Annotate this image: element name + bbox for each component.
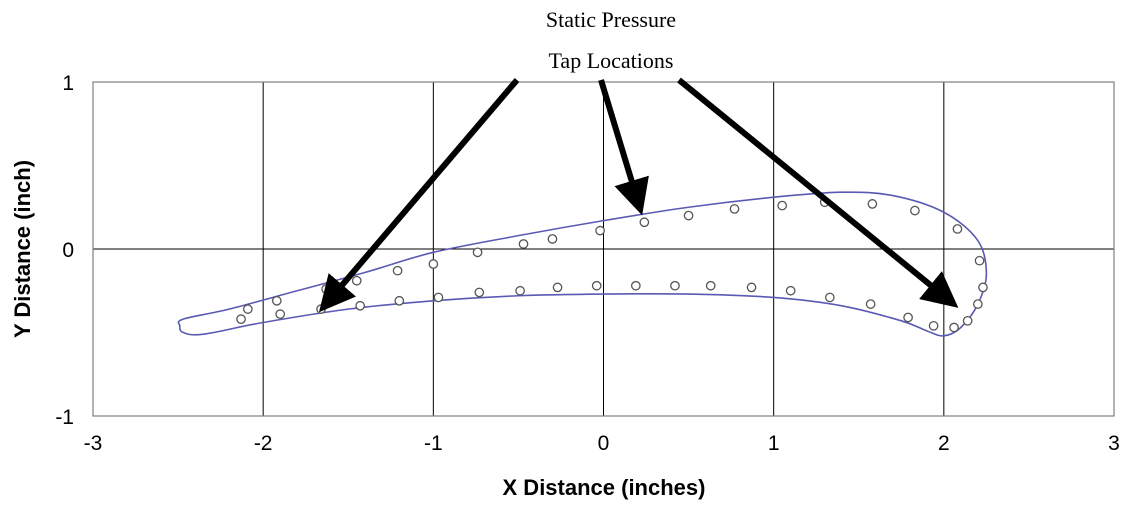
annotation-arrows — [318, 77, 959, 313]
pressure-tap-point — [630, 280, 641, 291]
x-tick-label: -1 — [424, 432, 443, 455]
pressure-tap-point — [321, 284, 331, 294]
pressure-tap-point — [547, 234, 558, 244]
annotation-arrow — [318, 78, 520, 313]
x-tick-label: -3 — [84, 432, 103, 455]
pressure-tap-point — [433, 292, 444, 303]
y-tick-label: 1 — [62, 72, 74, 95]
annotation-arrow — [677, 77, 959, 308]
pressure-tap-point — [518, 239, 529, 249]
taps-layer — [236, 197, 988, 333]
pressure-tap-point — [236, 314, 246, 324]
y-axis-title: Y Distance (inch) — [10, 160, 35, 338]
x-tick-label: 0 — [598, 432, 610, 455]
pressure-tap-point — [705, 280, 716, 291]
pressure-tap-point — [275, 309, 286, 319]
pressure-tap-point — [824, 292, 835, 303]
pressure-tap-point — [552, 282, 563, 293]
tick-labels: -3 -2 -1 0 1 2 3 1 0 -1 — [55, 72, 1120, 455]
grid — [93, 82, 1114, 416]
pressure-tap-point — [595, 225, 605, 236]
pressure-tap-point — [978, 282, 988, 293]
pressure-tap-point — [777, 200, 788, 211]
pressure-tap-point — [949, 322, 959, 333]
pressure-tap-point — [865, 299, 876, 309]
y-tick-label: 0 — [62, 239, 74, 262]
pressure-tap-point — [670, 280, 680, 291]
annotation: Static Pressure Tap Locations — [318, 7, 959, 313]
pressure-tap-point — [591, 280, 602, 291]
pressure-tap-point — [271, 295, 282, 306]
pressure-tap-point — [973, 299, 983, 309]
x-tick-label: -2 — [254, 432, 273, 455]
x-tick-label: 1 — [768, 432, 780, 455]
airfoil-profile-line — [177, 191, 988, 337]
pressure-tap-point — [351, 275, 362, 286]
pressure-tap-point — [928, 320, 939, 331]
x-tick-label: 2 — [938, 432, 950, 455]
y-tick-label: -1 — [55, 406, 74, 429]
annotation-line-2: Tap Locations — [549, 48, 674, 73]
pressure-tap-point — [355, 300, 366, 311]
pressure-tap-point — [243, 304, 253, 314]
pressure-tap-point — [974, 255, 985, 266]
pressure-tap-point — [472, 247, 483, 258]
x-axis-title: X Distance (inches) — [503, 475, 706, 500]
pressure-tap-point — [910, 205, 920, 216]
profile-layer — [177, 191, 988, 337]
pressure-tap-point — [903, 312, 913, 323]
annotation-line-1: Static Pressure — [546, 7, 676, 32]
pressure-tap-point — [683, 210, 694, 221]
pressure-tap-point — [729, 204, 740, 214]
pressure-tap-point — [867, 199, 878, 209]
pressure-tap-point — [962, 315, 973, 326]
pressure-tap-point — [746, 282, 757, 293]
pressure-tap-point — [515, 285, 525, 296]
annotation-arrow — [598, 79, 649, 216]
pressure-tap-point — [785, 285, 796, 296]
pressure-tap-point — [394, 295, 405, 306]
pressure-tap-point — [952, 224, 963, 234]
pressure-tap-point — [639, 217, 650, 228]
pressure-tap-point — [428, 259, 439, 269]
pressure-tap-point — [392, 265, 403, 276]
pressure-tap-point — [316, 304, 326, 314]
x-tick-label: 3 — [1108, 432, 1120, 455]
pressure-tap-point — [474, 287, 485, 298]
